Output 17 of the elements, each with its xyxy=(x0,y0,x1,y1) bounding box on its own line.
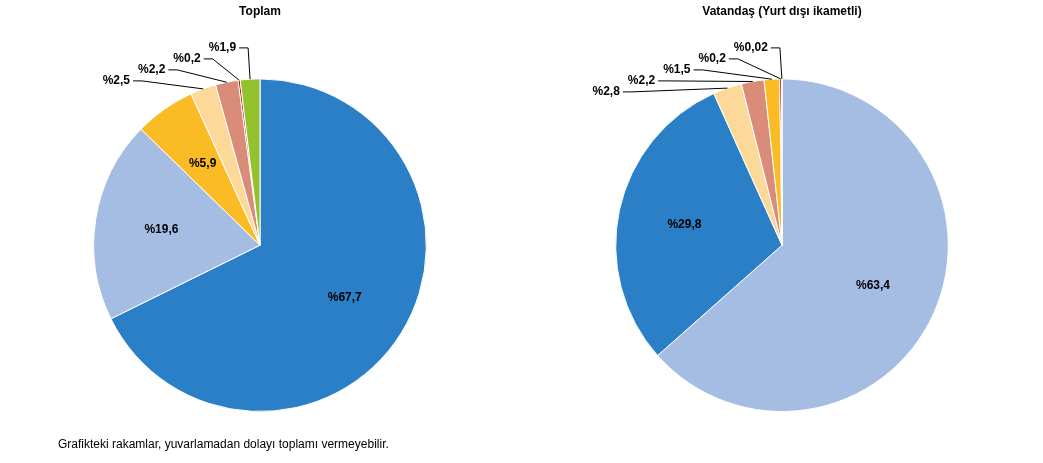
chart-title: Toplam xyxy=(239,3,281,18)
data-label: %2,8 xyxy=(592,84,621,99)
data-label: %0,2 xyxy=(698,51,727,66)
data-label: %19,6 xyxy=(144,221,179,236)
data-label: %67,7 xyxy=(327,290,363,305)
chart-title: Vatandaş (Yurt dışı ikametli) xyxy=(702,3,862,18)
data-label: %0,2 xyxy=(173,51,202,66)
data-label: %63,4 xyxy=(855,278,891,293)
data-label: %1,5 xyxy=(663,62,691,77)
text: Grafikteki rakamlar, yuvarlamadan dolayı toplamı vermeyebilir. xyxy=(58,437,389,451)
data-label: %5,9 xyxy=(188,155,217,170)
data-label: %29,8 xyxy=(667,216,702,231)
data-label: %2,2 xyxy=(138,62,166,77)
data-label: %2,2 xyxy=(627,73,656,88)
data-label: %2,5 xyxy=(102,73,131,88)
data-label: %0,02 xyxy=(733,40,769,55)
data-label: %1,9 xyxy=(208,40,237,55)
